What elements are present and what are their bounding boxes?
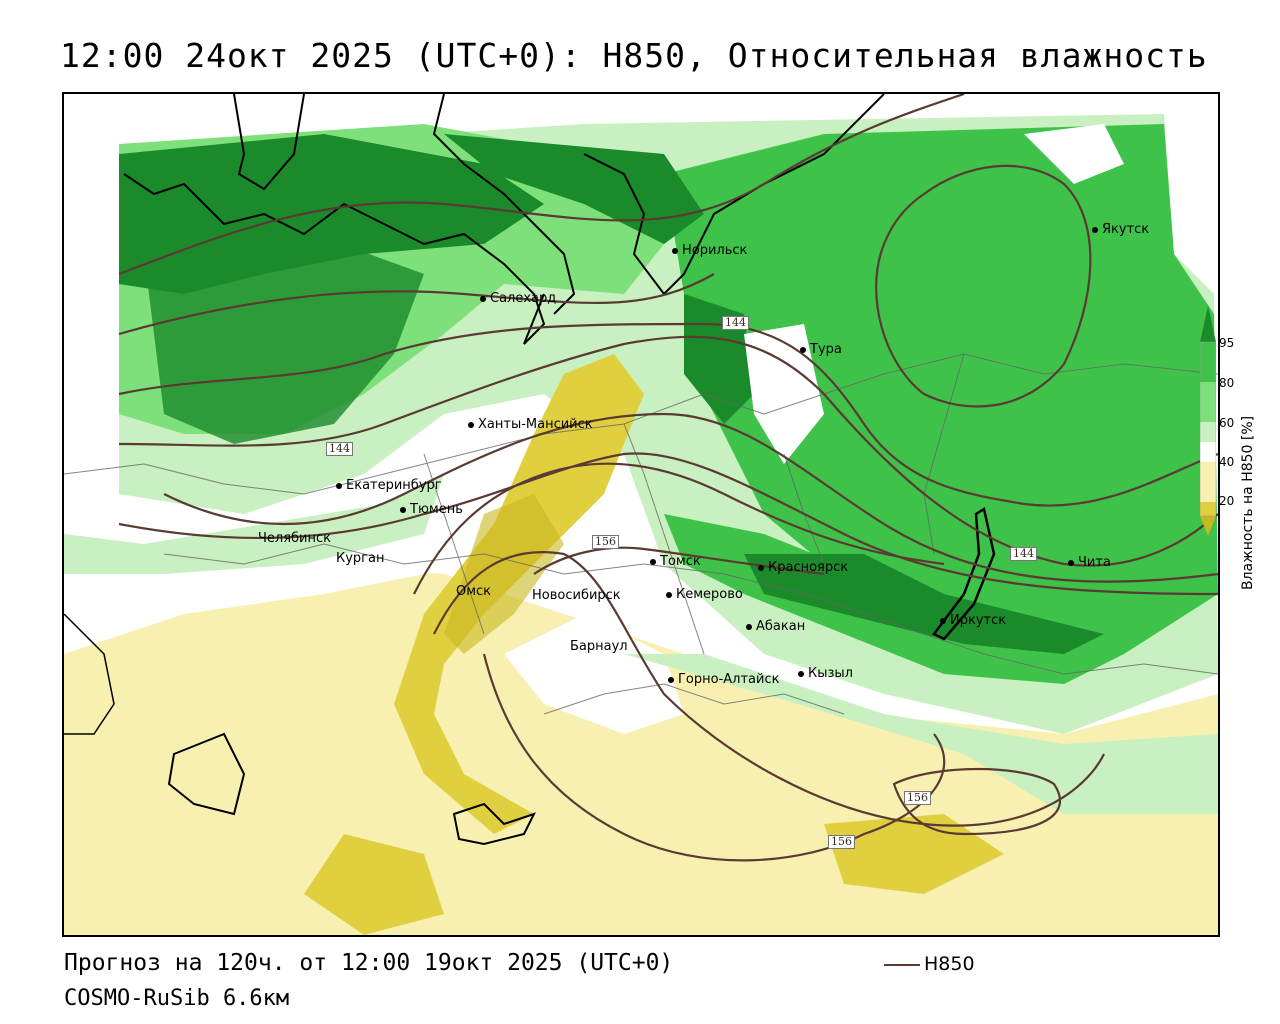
- city-dot-icon: [798, 670, 804, 677]
- city-dot-icon: [1092, 226, 1098, 233]
- isoline-label: 144: [326, 442, 353, 456]
- city-dot-icon: [480, 295, 486, 302]
- city-marker[interactable]: Кызыл: [798, 666, 853, 681]
- city-dot-icon: [940, 617, 946, 624]
- city-dot-icon: [1068, 559, 1074, 566]
- city-label: Челябинск: [258, 531, 332, 546]
- city-label: Омск: [456, 584, 492, 599]
- city-dot-icon: [758, 564, 764, 571]
- city-marker[interactable]: Якутск: [1092, 222, 1149, 237]
- city-marker[interactable]: Тюмень: [400, 502, 463, 517]
- contour-line-icon: [884, 963, 920, 966]
- map-title: 12:00 24окт 2025 (UTC+0): H850, Относите…: [60, 36, 1208, 75]
- map-area[interactable]: 144 144 156 144 156 156 Норильск Якутск …: [62, 92, 1220, 937]
- isoline-label: 144: [1010, 547, 1037, 561]
- legend-swatch: [1200, 342, 1216, 382]
- city-marker[interactable]: Норильск: [672, 243, 747, 258]
- legend-title: Влажность на H850 [%]: [1240, 415, 1256, 590]
- legend-swatch: [1200, 462, 1216, 502]
- city-dot-icon: [746, 623, 752, 630]
- city-marker[interactable]: Чита: [1068, 555, 1111, 570]
- legend-swatch: [1200, 306, 1216, 342]
- legend-swatch: [1200, 442, 1216, 462]
- isoline-label: 156: [592, 535, 619, 549]
- contour-legend: H850: [884, 953, 975, 975]
- legend-tick: 40: [1219, 455, 1235, 469]
- city-dot-icon: [650, 558, 656, 565]
- legend-tick: 95: [1219, 336, 1235, 350]
- city-marker[interactable]: Абакан: [746, 619, 805, 634]
- city-marker[interactable]: Горно-Алтайск: [668, 672, 779, 687]
- city-marker[interactable]: Салехард: [480, 291, 556, 306]
- city-marker[interactable]: Тура: [800, 342, 842, 357]
- city-marker[interactable]: Екатеринбург: [336, 478, 442, 493]
- model-name: COSMO-RuSib 6.6км: [64, 986, 290, 1011]
- city-dot-icon: [666, 591, 672, 598]
- city-dot-icon: [672, 247, 678, 254]
- city-label: Курган: [336, 551, 385, 566]
- legend-swatch: [1200, 502, 1216, 516]
- city-dot-icon: [336, 482, 342, 489]
- legend-tick: 20: [1219, 494, 1235, 508]
- legend-swatch: [1200, 516, 1216, 536]
- city-marker[interactable]: Ханты-Мансийск: [468, 417, 593, 432]
- legend-colorbar: [1200, 306, 1216, 536]
- city-marker[interactable]: Иркутск: [940, 613, 1006, 628]
- city-marker[interactable]: Кемерово: [666, 587, 743, 602]
- legend-tick: 60: [1219, 416, 1235, 430]
- city-dot-icon: [400, 506, 406, 513]
- city-dot-icon: [800, 346, 806, 353]
- city-dot-icon: [468, 421, 474, 428]
- legend-tick: 80: [1219, 376, 1235, 390]
- isoline-label: 156: [828, 835, 855, 849]
- isoline-label: 156: [904, 791, 931, 805]
- legend-swatch: [1200, 382, 1216, 422]
- isoline-label: 144: [722, 316, 749, 330]
- city-marker[interactable]: Томск: [650, 554, 701, 569]
- city-dot-icon: [668, 676, 674, 683]
- legend-swatch: [1200, 422, 1216, 442]
- city-label: Новосибирск: [532, 588, 621, 603]
- city-marker[interactable]: Красноярск: [758, 560, 848, 575]
- humidity-field: [64, 94, 1218, 935]
- forecast-info: Прогноз на 120ч. от 12:00 19окт 2025 (UT…: [64, 950, 674, 976]
- city-label: Барнаул: [570, 639, 628, 654]
